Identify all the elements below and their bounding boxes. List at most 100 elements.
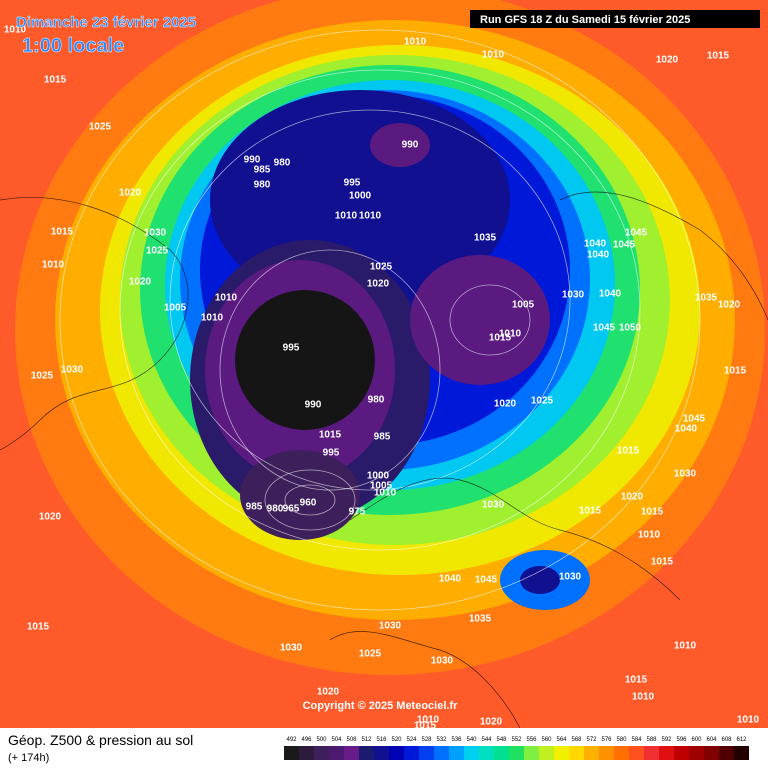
scale-swatch bbox=[629, 746, 644, 760]
scale-swatch bbox=[599, 746, 614, 760]
scale-label: 540 bbox=[466, 737, 477, 743]
scale-swatch bbox=[329, 746, 344, 760]
scale-label: 516 bbox=[376, 737, 387, 743]
scale-swatch bbox=[434, 746, 449, 760]
scale-swatch bbox=[674, 746, 689, 760]
isobar-label: 1005 bbox=[512, 300, 535, 311]
isobar-label: 980 bbox=[267, 504, 284, 515]
scale-label: 576 bbox=[601, 737, 612, 743]
isobar-label: 1025 bbox=[146, 246, 169, 257]
scale-label: 528 bbox=[421, 737, 432, 743]
scale-label: 552 bbox=[511, 737, 522, 743]
isobar-label: 1020 bbox=[656, 55, 679, 66]
scale-label: 508 bbox=[346, 737, 357, 743]
scale-label: 532 bbox=[436, 737, 447, 743]
isobar-label: 1010 bbox=[374, 488, 397, 499]
scale-swatch bbox=[494, 746, 509, 760]
scale-label: 492 bbox=[286, 737, 297, 743]
scale-label: 536 bbox=[451, 737, 462, 743]
isobars bbox=[59, 29, 701, 611]
isobar-label: 1025 bbox=[31, 371, 54, 382]
isobar-label: 1025 bbox=[89, 122, 112, 133]
scale-label: 548 bbox=[496, 737, 507, 743]
isobar-label: 1020 bbox=[494, 399, 517, 410]
isobar-label: 1030 bbox=[431, 656, 454, 667]
scale-label: 572 bbox=[586, 737, 597, 743]
scale-swatch bbox=[614, 746, 629, 760]
scale-swatch bbox=[719, 746, 734, 760]
scale-swatch bbox=[314, 746, 329, 760]
scale-swatch bbox=[389, 746, 404, 760]
isobar-label: 990 bbox=[244, 155, 261, 166]
scale-label: 496 bbox=[301, 737, 312, 743]
isobar-label: 1010 bbox=[335, 211, 358, 222]
isobar-label: 995 bbox=[323, 448, 340, 459]
isobar-label: 1015 bbox=[27, 622, 50, 633]
isobar-label: 990 bbox=[402, 140, 419, 151]
scale-label: 612 bbox=[736, 737, 747, 743]
isobar-label: 1030 bbox=[562, 290, 585, 301]
isobar-label: 995 bbox=[283, 343, 300, 354]
scale-swatch bbox=[449, 746, 464, 760]
isobar-label: 1015 bbox=[617, 446, 640, 457]
isobar-label: 1035 bbox=[469, 614, 492, 625]
isobar-label: 1010 bbox=[638, 530, 661, 541]
isobar-label: 1010 bbox=[737, 715, 760, 726]
isobar-label: 1010 bbox=[404, 37, 427, 48]
isobar-label: 1040 bbox=[439, 574, 462, 585]
isobar-label: 975 bbox=[349, 507, 366, 518]
isobar-label: 1050 bbox=[619, 323, 642, 334]
scale-label: 568 bbox=[571, 737, 582, 743]
scale-label: 512 bbox=[361, 737, 372, 743]
isobar-label: 1015 bbox=[44, 75, 67, 86]
isobar-label: 1040 bbox=[584, 239, 607, 250]
isobar-label: 1030 bbox=[61, 365, 84, 376]
isobar-label: 1020 bbox=[39, 512, 62, 523]
isobar-label: 1020 bbox=[317, 687, 340, 698]
isobar-label: 1000 bbox=[367, 471, 390, 482]
scale-label: 592 bbox=[661, 737, 672, 743]
scale-label: 588 bbox=[646, 737, 657, 743]
scale-swatch bbox=[419, 746, 434, 760]
footer-title: Géop. Z500 & pression au sol bbox=[8, 732, 193, 748]
isobar-label: 1015 bbox=[51, 227, 74, 238]
isobar-label: 1015 bbox=[651, 557, 674, 568]
isobar-label: 1015 bbox=[724, 366, 747, 377]
isobar-label: 1015 bbox=[489, 333, 512, 344]
scale-label: 600 bbox=[691, 737, 702, 743]
scale-label: 596 bbox=[676, 737, 687, 743]
isobar-label: 1025 bbox=[359, 649, 382, 660]
isobar-label: 1040 bbox=[599, 289, 622, 300]
isobar-label: 1010 bbox=[201, 313, 224, 324]
isobar-label: 1015 bbox=[641, 507, 664, 518]
isobar-label: 1010 bbox=[215, 293, 238, 304]
isobar-label: 960 bbox=[300, 498, 317, 509]
scale-swatch bbox=[644, 746, 659, 760]
isobar-label: 1010 bbox=[359, 211, 382, 222]
isobar-label: 980 bbox=[368, 395, 385, 406]
scale-swatch bbox=[539, 746, 554, 760]
isobar-label: 1030 bbox=[674, 469, 697, 480]
isobar-label: 995 bbox=[344, 178, 361, 189]
scale-label: 580 bbox=[616, 737, 627, 743]
copyright: Copyright © 2025 Meteociel.fr bbox=[303, 700, 459, 712]
scale-swatch bbox=[554, 746, 569, 760]
scale-label: 584 bbox=[631, 737, 642, 743]
scale-swatch bbox=[344, 746, 359, 760]
run-banner bbox=[470, 10, 760, 28]
isobar-label: 1030 bbox=[482, 500, 505, 511]
isobar-label: 1020 bbox=[718, 300, 741, 311]
scale-swatch bbox=[734, 746, 749, 760]
forecast-date: Dimanche 23 février 2025 bbox=[16, 14, 196, 31]
isobar-label: 1035 bbox=[474, 233, 497, 244]
isobar-label: 1030 bbox=[379, 621, 402, 632]
isobar-label: 1015 bbox=[414, 721, 437, 732]
isobar-label: 1035 bbox=[695, 293, 718, 304]
isobar-label: 1020 bbox=[367, 279, 390, 290]
scale-swatch bbox=[284, 746, 299, 760]
isobar-label: 1010 bbox=[482, 50, 505, 61]
isobar-label: 1010 bbox=[42, 260, 65, 271]
isobar-label: 1020 bbox=[480, 717, 503, 728]
isobar-label: 990 bbox=[305, 400, 322, 411]
